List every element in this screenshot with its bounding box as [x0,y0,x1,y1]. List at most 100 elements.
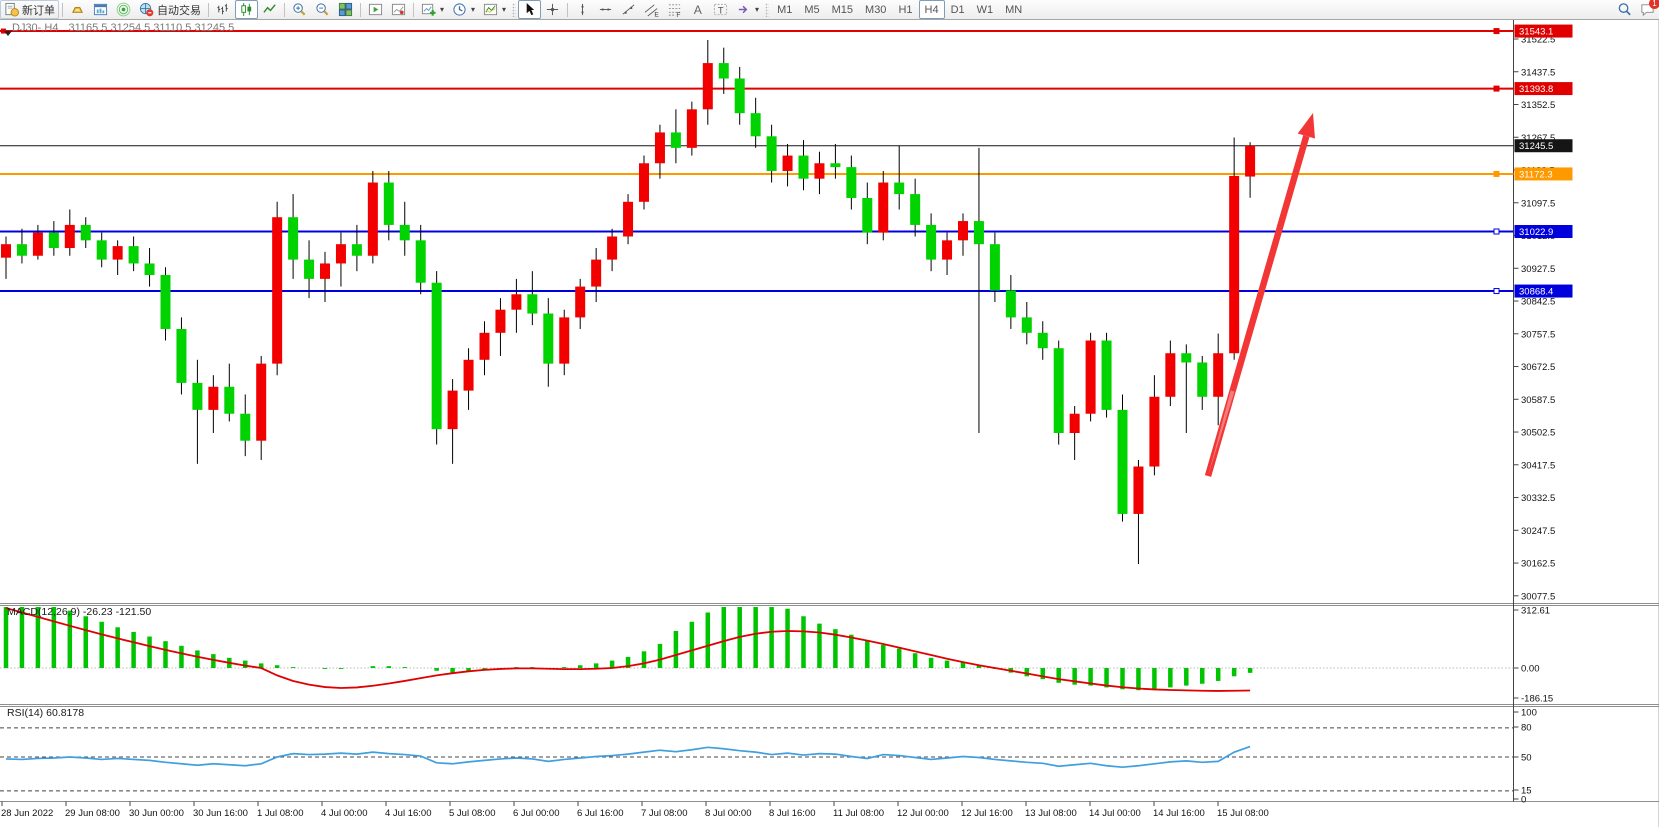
timeframe-button-m30[interactable]: M30 [865,3,887,16]
candlestick-mode-button[interactable] [235,0,258,19]
timeframe-button-m1[interactable]: M1 [777,3,793,16]
candle-body [16,244,27,256]
trend-arrow-line[interactable] [1204,135,1310,477]
timeframe-button-h4[interactable]: H4 [918,0,945,19]
notifications-button[interactable]: 1 [1636,0,1659,19]
template-icon [483,2,498,17]
svg-text:30332.5: 30332.5 [1521,493,1555,504]
draw-trendline-button[interactable] [617,0,640,19]
candle-body [160,275,171,329]
cursor-tool-button[interactable] [518,0,542,19]
svg-text:A: A [694,3,703,17]
svg-text:5 Jul 08:00: 5 Jul 08:00 [449,808,495,819]
svg-text:31352.5: 31352.5 [1521,100,1555,111]
price-label-box [1514,225,1573,239]
price-label-box [1514,24,1573,38]
timeframe-button-d1[interactable]: D1 [950,3,965,16]
templates-button[interactable]: ▾ [479,0,510,19]
draw-channel-button[interactable]: E [640,0,663,19]
svg-text:8 Jul 00:00: 8 Jul 00:00 [705,808,751,819]
draw-text-button[interactable]: A [686,0,709,19]
draw-hline-button[interactable] [594,0,617,19]
timeframe-button-m5[interactable]: M5 [804,3,820,16]
svg-text:30842.5: 30842.5 [1521,297,1555,308]
candle-body [942,240,953,260]
line-anchor-handle[interactable] [1493,228,1500,235]
new-chart-button[interactable]: ▾ [417,0,448,19]
price-label-box [1514,82,1573,96]
candle-body [1005,290,1016,318]
line-anchor-handle[interactable] [1493,170,1500,177]
svg-text:30672.5: 30672.5 [1521,362,1555,373]
candle-body [543,313,554,364]
candle-body [1181,353,1192,363]
zoom-out-button[interactable] [311,0,334,19]
svg-text:31097.5: 31097.5 [1521,198,1555,209]
svg-text:29 Jun 08:00: 29 Jun 08:00 [65,808,120,819]
time-axis[interactable]: 28 Jun 2022 29 Jun 08:00 30 Jun 00:00 30 Ju… [1,801,1269,820]
svg-text:15 Jul 08:00: 15 Jul 08:00 [1217,808,1269,819]
auto-trading-button[interactable]: 自动交易 [135,0,205,19]
line-anchor-handle[interactable] [1493,28,1500,35]
line-chart-mode-button[interactable] [258,0,281,19]
line-anchor-handle[interactable] [1493,85,1500,92]
timeframe-button-w1[interactable]: W1 [976,3,994,16]
hline-icon [598,2,613,17]
toolbar-drag-handle[interactable] [512,2,517,17]
draw-label-button[interactable]: T [709,0,732,19]
candle-body [96,240,107,260]
candle-body [527,294,538,314]
chart-symbol-period: DJ30-,H4 [12,22,59,34]
svg-text:11 Jul 08:00: 11 Jul 08:00 [833,808,884,819]
line-anchor-handle[interactable] [1,28,6,34]
svg-text:31437.5: 31437.5 [1521,67,1555,78]
market-watch-button[interactable] [66,0,89,19]
draw-vline-button[interactable] [571,0,594,19]
shift-icon [368,2,383,17]
auto-trading-button-label: 自动交易 [157,4,201,17]
svg-text:30247.5: 30247.5 [1521,526,1555,537]
chart-window-button[interactable] [89,0,112,19]
price-label-box [1514,167,1573,181]
toolbar-separator [567,2,569,17]
draw-fibonacci-button[interactable]: F [663,0,686,19]
signals-button[interactable] [112,0,135,19]
candle-body [64,224,75,249]
new-order-button[interactable]: 新订单 [0,0,59,19]
bar-chart-mode-button[interactable] [212,0,235,19]
svg-text:8 Jul 16:00: 8 Jul 16:00 [769,808,815,819]
auto-scroll-button[interactable] [387,0,410,19]
candle-body [176,328,187,383]
line-anchor-handle[interactable] [1493,288,1500,295]
svg-text:28 Jun 2022: 28 Jun 2022 [1,808,53,819]
draw-arrows-button[interactable]: ▾ [732,0,763,19]
candle-body [830,163,841,168]
svg-text:0: 0 [1521,795,1526,806]
candle-body [926,224,937,260]
toolbar-drag-handle[interactable] [765,2,770,17]
search-button[interactable] [1613,0,1636,19]
zoom-in-icon [292,2,307,17]
tile-windows-button[interactable] [334,0,357,19]
svg-text:31522.5: 31522.5 [1521,35,1555,46]
trend-arrow-head[interactable] [1297,113,1315,139]
svg-text:31267.5: 31267.5 [1521,133,1555,144]
one-click-trading-toggle[interactable] [4,31,12,36]
crosshair-tool-button[interactable] [541,0,564,19]
timeframe-button-mn[interactable]: MN [1005,3,1023,16]
price-axis[interactable]: 31522.531437.531352.531267.531182.531097… [1513,35,1556,603]
periods-button[interactable]: ▾ [448,0,479,19]
toolbar-separator [208,2,209,17]
zoom-in-button[interactable] [288,0,311,19]
candle-body [351,244,362,256]
svg-text:31172.3: 31172.3 [1519,169,1553,180]
cursor-icon [522,2,537,17]
timeframe-button-h1[interactable]: H1 [898,3,913,16]
timeframe-button-m15[interactable]: M15 [831,3,854,16]
chart-shift-button[interactable] [364,0,387,19]
svg-text:14 Jul 00:00: 14 Jul 00:00 [1089,808,1141,819]
candle-body [1053,348,1064,433]
svg-text:30757.5: 30757.5 [1521,329,1555,340]
